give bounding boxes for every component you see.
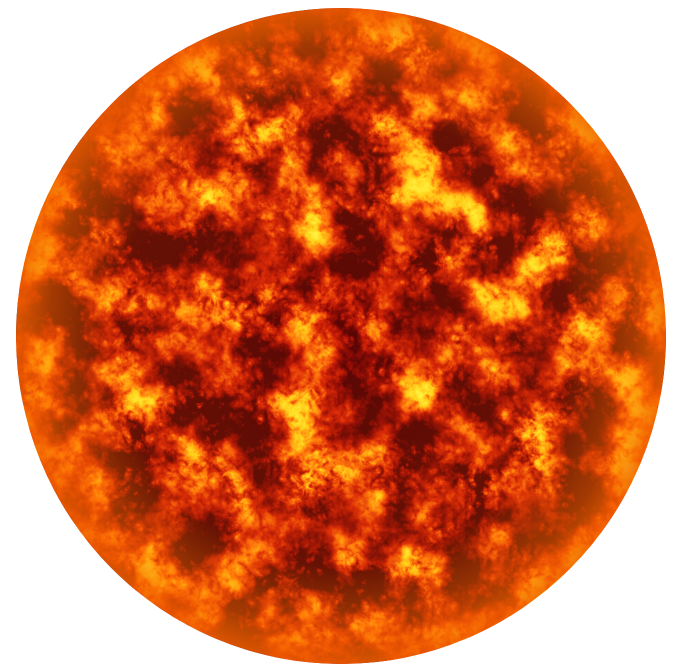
sun-limb [16,8,666,664]
